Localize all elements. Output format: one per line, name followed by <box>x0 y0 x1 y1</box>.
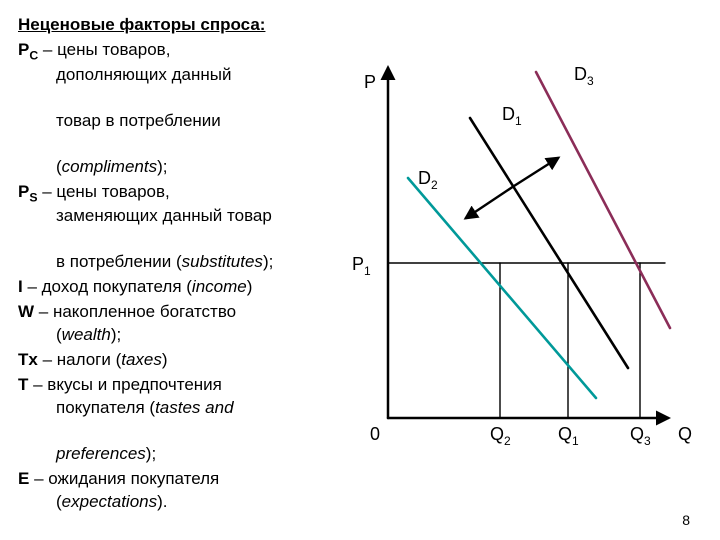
svg-text:Q: Q <box>678 424 692 444</box>
demand-chart: P Q 0 P1 Q1 Q2 Q3 D1 D2 D3 <box>340 48 700 468</box>
factor-list: PC – цены товаров,дополняющих данныйтова… <box>18 39 338 514</box>
chart-svg: P Q 0 P1 Q1 Q2 Q3 D1 D2 D3 <box>340 48 700 468</box>
page-number: 8 <box>682 512 690 528</box>
svg-text:P1: P1 <box>352 254 371 278</box>
factor-item: Tx – налоги (taxes) <box>18 349 338 372</box>
factor-item: T – вкусы и предпочтенияпокупателя (tast… <box>18 374 338 466</box>
svg-text:D2: D2 <box>418 168 438 192</box>
text-column: Неценовые факторы спроса: PC – цены това… <box>18 14 338 514</box>
factor-item: PS – цены товаров,заменяющих данный това… <box>18 181 338 275</box>
svg-text:0: 0 <box>370 424 380 444</box>
heading: Неценовые факторы спроса: <box>18 14 338 37</box>
factor-item: E – ожидания покупателя(expectations). <box>18 468 338 514</box>
svg-text:Q2: Q2 <box>490 424 511 448</box>
factor-item: I – доход покупателя (income) <box>18 276 338 299</box>
svg-text:D1: D1 <box>502 104 522 128</box>
svg-text:Q3: Q3 <box>630 424 651 448</box>
slide: Неценовые факторы спроса: PC – цены това… <box>0 0 720 540</box>
svg-text:Q1: Q1 <box>558 424 579 448</box>
svg-text:P: P <box>364 72 376 92</box>
factor-item: PC – цены товаров,дополняющих данныйтова… <box>18 39 338 179</box>
svg-text:D3: D3 <box>574 64 594 88</box>
factor-item: W – накопленное богатство(wealth); <box>18 301 338 347</box>
